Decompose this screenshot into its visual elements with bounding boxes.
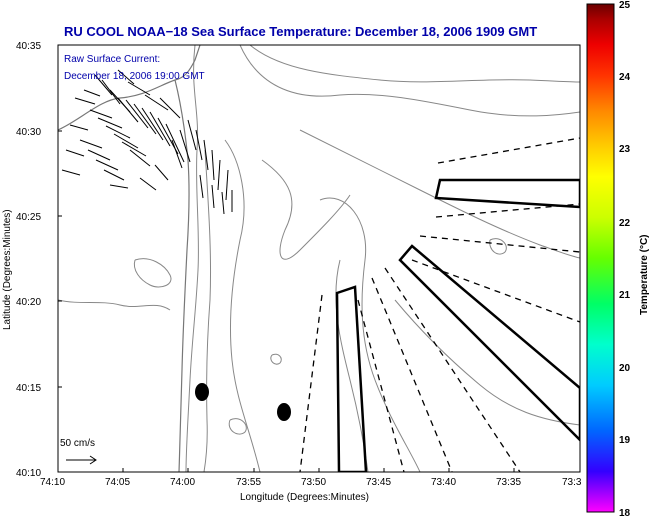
- y-axis-label: Latitude (Degrees:Minutes): [2, 209, 13, 330]
- x-tick-label: 73:45: [366, 477, 391, 488]
- y-tick-label: 40:15: [16, 383, 41, 394]
- colorbar-tick-label: 23: [619, 144, 631, 155]
- colorbar: [586, 3, 615, 513]
- radar-wedge-lines: [299, 137, 580, 472]
- x-tick-label: 73:50: [301, 477, 326, 488]
- current-date-label: December 18, 2006 19:00 GMT: [64, 71, 205, 82]
- colorbar-tick-label: 21: [619, 290, 631, 301]
- y-axis: 40:35 40:30 40:25 40:20 40:15 40:10: [16, 41, 62, 479]
- y-tick-label: 40:25: [16, 212, 41, 223]
- colorbar-tick-label: 22: [619, 218, 631, 229]
- scale-arrow: [66, 455, 97, 465]
- colorbar-label: Temperature (°C): [639, 235, 650, 316]
- colorbar-tick-label: 19: [619, 435, 631, 446]
- x-tick-label: 73:55: [236, 477, 261, 488]
- bathymetry-contours: [58, 45, 580, 472]
- colorbar-tick-label: 25: [619, 0, 631, 11]
- y-tick-label: 40:35: [16, 41, 41, 52]
- y-tick-label: 40:10: [16, 468, 41, 479]
- coastline: [58, 45, 201, 472]
- y-tick-label: 40:30: [16, 127, 41, 138]
- x-tick-label: 74:05: [105, 477, 130, 488]
- colorbar-tick-label: 18: [619, 508, 631, 518]
- plot-area: [58, 45, 580, 472]
- colorbar-tick-label: 20: [619, 363, 631, 374]
- x-tick-label: 73:3: [562, 477, 582, 488]
- x-axis-label: Longitude (Degrees:Minutes): [240, 492, 369, 503]
- x-tick-label: 73:40: [431, 477, 456, 488]
- station-marker-1: [195, 383, 209, 401]
- colorbar-ticks: 25 24 23 22 21 20 19 18: [619, 0, 631, 518]
- surface-current-vectors: [61, 69, 233, 215]
- station-marker-2: [277, 403, 291, 421]
- y-tick-label: 40:20: [16, 297, 41, 308]
- scale-label: 50 cm/s: [60, 438, 95, 449]
- colorbar-tick-label: 24: [619, 72, 631, 83]
- x-axis: 74:10 74:05 74:00 73:55 73:50 73:45 73:4…: [40, 468, 582, 488]
- map-title: RU COOL NOAA−18 Sea Surface Temperature:…: [64, 24, 537, 39]
- x-tick-label: 73:35: [496, 477, 521, 488]
- x-tick-label: 74:10: [40, 477, 65, 488]
- current-label: Raw Surface Current:: [64, 54, 160, 65]
- x-tick-label: 74:00: [170, 477, 195, 488]
- radar-beam-outlines: [335, 178, 580, 472]
